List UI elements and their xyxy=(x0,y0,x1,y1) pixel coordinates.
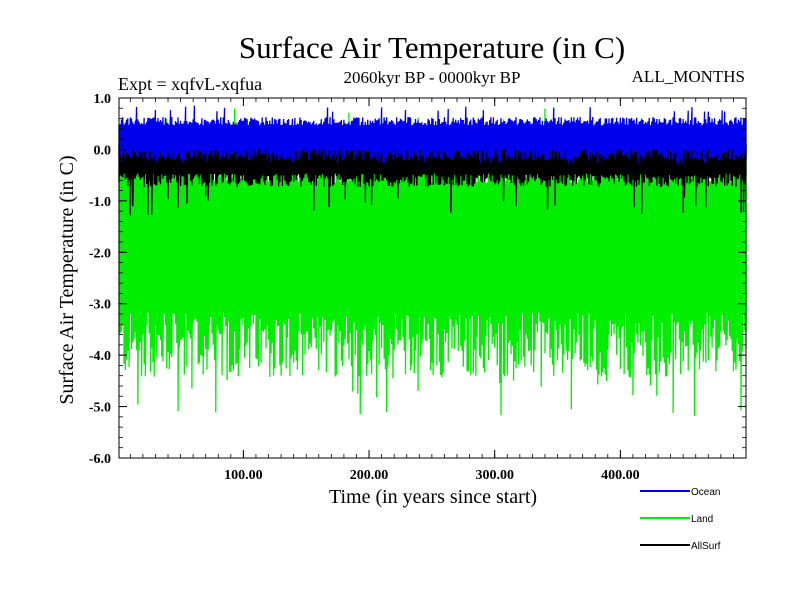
y-tick-label: 0.0 xyxy=(94,143,112,158)
x-tick-label: 400.00 xyxy=(601,468,640,483)
series-line-ocean xyxy=(118,105,747,165)
chart-title: Surface Air Temperature (in C) xyxy=(239,30,625,65)
legend-label-land: Land xyxy=(691,514,713,525)
plot-data xyxy=(118,105,747,416)
y-tick-label: -5.0 xyxy=(89,401,111,416)
months-label: ALL_MONTHS xyxy=(632,67,745,86)
y-tick-label: -3.0 xyxy=(89,298,111,313)
plot-frame xyxy=(118,97,747,459)
x-tick-label: 100.00 xyxy=(224,468,263,483)
x-tick-label: 300.00 xyxy=(475,468,514,483)
x-tick-label: 200.00 xyxy=(350,468,389,483)
legend: Ocean Land AllSurf xyxy=(640,487,721,552)
x-axis-label: Time (in years since start) xyxy=(329,486,537,508)
experiment-label: Expt = xqfvL-xqfua xyxy=(118,74,262,94)
y-tick-label: -6.0 xyxy=(89,452,111,467)
series-line-allsurf xyxy=(118,131,747,216)
y-tick-label: -1.0 xyxy=(89,195,111,210)
y-tick-label: -4.0 xyxy=(89,349,111,364)
y-tick-label: -2.0 xyxy=(89,246,111,261)
y-tick-label: 1.0 xyxy=(94,92,112,107)
axes: 1.0 0.0 -1.0 -2.0 -3.0 -4.0 -5.0 -6.0 100.00 200.… xyxy=(89,92,747,483)
legend-label-ocean: Ocean xyxy=(691,487,720,498)
chart-subtitle: 2060kyr BP - 0000kyr BP xyxy=(344,68,521,87)
series-line-land xyxy=(118,108,747,416)
y-axis-label: Surface Air Temperature (in C) xyxy=(56,155,78,404)
legend-label-allsurf: AllSurf xyxy=(691,541,721,552)
